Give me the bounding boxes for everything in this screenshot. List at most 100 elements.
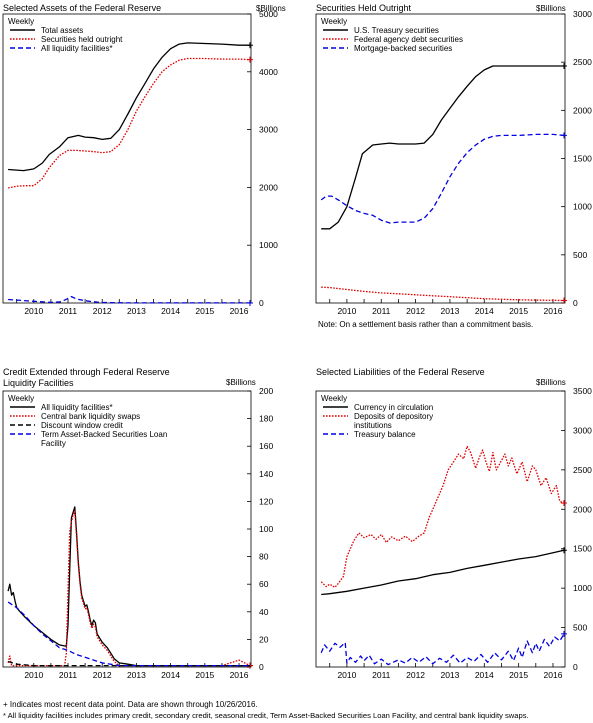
latest-point-marker	[246, 42, 253, 49]
latest-point-marker	[246, 56, 253, 63]
x-tick-label: 2010	[337, 306, 356, 316]
legend-label: Facility	[41, 439, 66, 448]
unit-label-3: $Billions	[226, 378, 256, 387]
x-tick-label: 2013	[127, 670, 146, 680]
y-tick-label: 5000	[259, 9, 278, 19]
y-tick-label: 80	[259, 552, 269, 562]
y-tick-label: 140	[259, 469, 273, 479]
x-tick-label: 2014	[475, 306, 494, 316]
series-line	[320, 633, 565, 666]
legend-label: All liquidity facilities*	[41, 403, 113, 412]
x-tick-label: 2011	[59, 306, 78, 316]
series-line	[7, 57, 251, 189]
legend-label: Discount window credit	[41, 421, 124, 430]
x-tick-label: 2011	[59, 670, 78, 680]
x-tick-label: 2010	[337, 670, 356, 680]
unit-label-4: $Billions	[536, 378, 566, 387]
unit-label-2: $Billions	[536, 4, 566, 13]
latest-point-marker	[246, 299, 253, 306]
legend-label: Federal agency debt securities	[354, 35, 463, 44]
legend-label: Deposits of depository	[354, 412, 433, 421]
y-tick-label: 1000	[259, 240, 278, 250]
x-tick-label: 2016	[230, 670, 249, 680]
latest-point-marker	[560, 132, 567, 139]
series-line	[320, 445, 565, 589]
legend-label: Treasury balance	[354, 430, 416, 439]
y-tick-label: 500	[573, 250, 587, 260]
chart-note: Note: On a settlement basis rather than …	[318, 320, 534, 329]
series-line	[8, 42, 250, 172]
legend-header: Weekly	[8, 394, 34, 403]
y-tick-label: 2000	[573, 105, 592, 115]
x-tick-label: 2016	[544, 306, 563, 316]
x-tick-label: 2013	[127, 306, 146, 316]
x-tick-label: 2012	[93, 306, 112, 316]
y-tick-label: 0	[259, 298, 264, 308]
y-tick-label: 3500	[573, 386, 592, 396]
y-tick-label: 1500	[573, 154, 592, 164]
legend-label: Central bank liquidity swaps	[41, 412, 140, 421]
legend-label: institutions	[354, 421, 392, 430]
x-tick-label: 2010	[24, 306, 43, 316]
series-line	[7, 510, 251, 667]
y-tick-label: 4000	[259, 67, 278, 77]
x-tick-label: 2013	[440, 670, 459, 680]
y-tick-label: 3000	[573, 9, 592, 19]
latest-point-marker	[560, 297, 567, 304]
series-line	[321, 286, 565, 302]
x-tick-label: 2015	[195, 306, 214, 316]
y-tick-label: 20	[259, 634, 269, 644]
x-tick-label: 2011	[372, 670, 391, 680]
series-line	[7, 660, 250, 667]
y-tick-label: 500	[573, 623, 587, 633]
x-tick-label: 2014	[161, 670, 180, 680]
y-tick-label: 120	[259, 496, 273, 506]
latest-point-marker	[560, 63, 567, 70]
y-tick-label: 0	[573, 662, 578, 672]
series-line	[320, 133, 565, 224]
x-tick-label: 2012	[406, 670, 425, 680]
y-tick-label: 0	[259, 662, 264, 672]
legend-label: Total assets	[41, 26, 83, 35]
series-line	[7, 601, 250, 667]
y-tick-label: 1000	[573, 583, 592, 593]
legend-label: Securities held outright	[41, 35, 123, 44]
y-tick-label: 3000	[259, 125, 278, 135]
plot-frame	[315, 390, 566, 668]
chart-title-2: Securities Held Outright	[316, 3, 412, 13]
x-tick-label: 2015	[509, 306, 528, 316]
chart-panel-2: 0 500 1000 1500 2000 2500 3000 2010 2011 2012 2013…	[315, 9, 592, 316]
series-line	[7, 506, 250, 667]
x-tick-label: 2010	[24, 670, 43, 680]
x-tick-label: 2014	[475, 670, 494, 680]
latest-point-marker	[560, 630, 567, 637]
chart-panel-3: 0 20 40 60 80 100 120 140 160 180 200 2010 2011 2012 2…	[2, 386, 273, 680]
legend-header: Weekly	[8, 17, 34, 26]
x-tick-label: 2015	[195, 670, 214, 680]
legend: Weekly All liquidity facilities*Central b…	[5, 393, 167, 473]
y-tick-label: 180	[259, 414, 273, 424]
chart-panel-4: 0 500 1000 1500 2000 2500 3000 3500 2010 2011 2012…	[315, 386, 592, 680]
x-tick-label: 2013	[440, 306, 459, 316]
series-line	[8, 295, 250, 304]
x-tick-label: 2015	[509, 670, 528, 680]
legend-header: Weekly	[321, 394, 347, 403]
chart-title-1: Selected Assets of the Federal Reserve	[3, 3, 162, 13]
x-tick-label: 2016	[544, 670, 563, 680]
chart-title-3: Credit Extended through Federal Reserve …	[3, 367, 170, 388]
latest-point-marker	[560, 547, 567, 554]
unit-label-1: $Billions	[256, 4, 286, 13]
chart-panel-1: 0 1000 2000 3000 4000 5000 2010 2011 2012 2013 201…	[2, 9, 278, 316]
legend-label: Currency in circulation	[354, 403, 433, 412]
chart-title-4: Selected Liabilities of the Federal Rese…	[316, 367, 485, 377]
y-tick-label: 40	[259, 607, 269, 617]
x-tick-label: 2014	[161, 306, 180, 316]
y-tick-label: 0	[573, 298, 578, 308]
legend-label: Term Asset-Backed Securities Loan	[41, 430, 167, 439]
y-tick-label: 160	[259, 441, 273, 451]
y-tick-label: 2000	[259, 182, 278, 192]
y-tick-label: 3000	[573, 425, 592, 435]
